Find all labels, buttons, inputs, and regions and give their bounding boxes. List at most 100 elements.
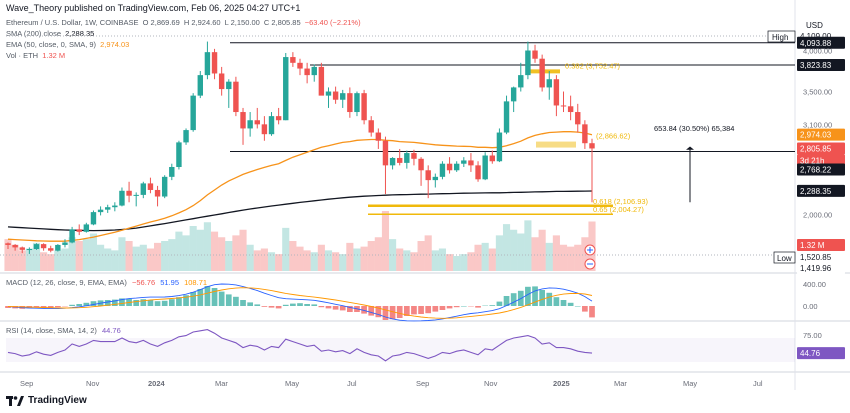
macd-bar: [396, 306, 403, 318]
low-value: L 2,150.00: [224, 18, 260, 27]
macd-bar: [589, 306, 595, 318]
high-value: H 2,924.60: [183, 18, 221, 27]
macd-bar: [567, 302, 574, 306]
time-axis-tick: May: [683, 379, 697, 388]
volume-bar: [139, 244, 147, 271]
candle-body: [69, 229, 75, 243]
volume-value: 1.32 M: [42, 51, 66, 60]
candle-body: [496, 132, 503, 162]
volume-bar: [75, 241, 83, 271]
candle-body: [183, 130, 189, 143]
candle-body: [318, 66, 325, 96]
rsi-line: [7, 329, 593, 362]
time-axis-tick: Sep: [20, 379, 33, 388]
volume-bar: [47, 254, 55, 271]
volume-bar: [132, 246, 140, 271]
volume-bar: [346, 242, 354, 271]
high-label-text: High: [772, 33, 788, 42]
macd-bar: [489, 305, 496, 306]
macd-bar: [104, 300, 111, 306]
volume-bar: [296, 246, 304, 271]
fib-618-label: 0.618 (2,106.93): [593, 197, 649, 206]
candle-body: [418, 158, 424, 171]
rsi-band: [6, 338, 795, 362]
macd-bar: [532, 286, 538, 306]
candle-body: [233, 81, 239, 113]
dividend-icon-mark: [587, 247, 593, 253]
close-price-tag-bg: [797, 142, 845, 155]
candle-body: [582, 124, 588, 144]
volume-bar: [82, 239, 90, 271]
macd-bar: [425, 306, 432, 314]
time-axis-tick: Nov: [484, 379, 498, 388]
resistance-1-tag: 4,093.88: [797, 36, 845, 49]
tradingview-brand[interactable]: TradingView: [6, 395, 87, 406]
macd-bar: [460, 306, 467, 307]
macd-bar: [475, 306, 481, 308]
candle-body: [261, 124, 268, 135]
macd-bar: [140, 299, 147, 306]
volume-bar: [97, 244, 105, 271]
volume-legend[interactable]: Vol · ETH 1.32 M: [6, 51, 65, 60]
candle-body: [140, 183, 147, 195]
price-axis-tick: 3,100.00: [803, 120, 832, 129]
volume-bar: [353, 248, 361, 271]
candle-body: [347, 93, 353, 113]
macd-hist-value: −56.76: [131, 278, 156, 287]
macd-bar: [247, 302, 253, 306]
sma200-line: [7, 190, 593, 232]
macd-axis-tick: 400.00: [803, 280, 826, 289]
volume-bar: [552, 235, 560, 271]
macd-bar: [525, 286, 531, 306]
macd-bar: [510, 293, 517, 306]
macd-bar: [147, 300, 154, 306]
volume-bar: [18, 250, 26, 271]
author-name[interactable]: Wave_Theory: [6, 3, 62, 13]
candle-body: [311, 66, 317, 76]
candle-body: [446, 163, 453, 171]
candle-body: [76, 229, 82, 232]
candle-body: [105, 207, 111, 210]
macd-bar: [318, 306, 325, 308]
candle-body: [154, 189, 161, 197]
candle-body: [126, 190, 132, 196]
candle-body: [112, 205, 118, 208]
sma-price-tag-bg: [797, 184, 845, 197]
volume-bar: [510, 229, 518, 271]
macd-bar: [453, 306, 460, 308]
ema-value: 2,974.03: [100, 40, 130, 49]
volume-bar: [161, 241, 169, 271]
time-axis-tick: Sep: [416, 379, 429, 388]
symbol-name[interactable]: Ethereum / U.S. Dollar, 1W, COINBASE: [6, 18, 139, 27]
macd-bar: [361, 306, 367, 314]
volume-bar: [25, 248, 33, 271]
fib-top-label: 0.382 (3,752.47): [565, 61, 621, 70]
macd-signal-line: [7, 287, 593, 319]
volume-bar: [381, 211, 390, 271]
ema-legend[interactable]: EMA (50, close, 0, SMA, 9) 2,974.03: [6, 40, 129, 49]
countdown-tag: 3d 21h: [797, 154, 845, 167]
macd-bar: [240, 300, 246, 306]
macd-bar: [325, 306, 332, 309]
macd-bar: [119, 298, 125, 306]
rsi-legend[interactable]: RSI (14, close, SMA, 14, 2) 44.76: [6, 326, 121, 335]
volume-bar: [246, 244, 254, 271]
candle-body: [97, 209, 104, 213]
volume-bar: [210, 231, 219, 271]
candle-body: [510, 87, 517, 102]
candle-body: [397, 157, 403, 163]
volume-bar: [267, 252, 276, 271]
candle-body: [468, 160, 474, 166]
macd-bar: [5, 306, 11, 308]
high-price-tag-text: 4,109.00: [800, 32, 832, 41]
candle-body: [290, 57, 296, 63]
macd-bar: [539, 290, 545, 306]
time-axis-tick: 2025: [553, 379, 570, 388]
volume-bar: [68, 237, 76, 271]
volume-bar: [524, 220, 532, 271]
macd-bar: [111, 299, 118, 306]
sma-legend[interactable]: SMA (200) close 2,288.35: [6, 29, 94, 38]
macd-legend[interactable]: MACD (12, 26, close, 9, EMA, EMA) −56.76…: [6, 278, 207, 287]
fib-mid-label: (2,866.62): [596, 131, 631, 140]
